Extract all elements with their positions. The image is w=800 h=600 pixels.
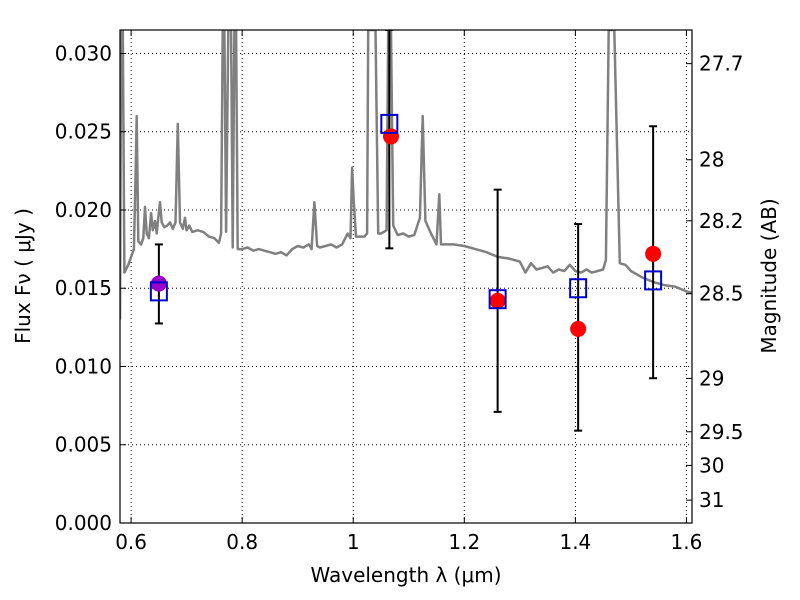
y-tick-label: 0.020 (55, 198, 112, 222)
model-photometry-square (569, 278, 588, 299)
y2-tick-label: 28.2 (699, 209, 744, 233)
y2-axis-label: Magnitude (AB) (757, 198, 781, 353)
x-tick-label: 1.4 (559, 530, 591, 554)
y-tick-label: 0.015 (55, 276, 112, 300)
x-tick-label: 1 (347, 530, 360, 554)
x-tick-label: 1.2 (448, 530, 480, 554)
x-tick-label: 0.8 (226, 530, 258, 554)
y-tick-label: 0.000 (55, 511, 112, 535)
y-tick-label: 0.030 (55, 41, 112, 65)
model-photometry-square (488, 289, 507, 310)
y2-tick-label: 28.5 (699, 282, 744, 306)
tick-labels: 0.6 0.8 1 1.2 1.4 1.6 0.000 0.005 0.010 0.015 0.02… (55, 41, 744, 554)
y-tick-label: 0.010 (55, 354, 112, 378)
y2-tick-label: 27.7 (699, 52, 744, 76)
plot-area (120, 30, 692, 432)
y2-tick-label: 29 (699, 366, 724, 390)
y2-tick-label: 31 (699, 488, 724, 512)
plot-frame (119, 29, 693, 524)
x-tick-label: 0.6 (115, 530, 147, 554)
ticks (120, 30, 692, 524)
model-photometry-square (149, 281, 168, 302)
x-axis-label: Wavelength λ (μm) (310, 563, 501, 587)
data-point (489, 292, 506, 309)
y2-tick-label: 30 (699, 453, 724, 477)
y-tick-label: 0.005 (55, 433, 112, 457)
x-tick-label: 1.6 (671, 530, 703, 554)
y2-tick-label: 29.5 (699, 420, 744, 444)
highlighted-data-point (150, 275, 167, 292)
data-point (570, 320, 587, 337)
y2-tick-label: 28 (699, 148, 724, 172)
y-axis-label: Flux Fν ( μJy ) (11, 208, 35, 344)
model-photometry-square (644, 270, 663, 291)
y-tick-label: 0.025 (55, 120, 112, 144)
data-point (645, 245, 662, 262)
spectrum-line (120, 30, 692, 320)
model-photometry-square (380, 113, 399, 134)
